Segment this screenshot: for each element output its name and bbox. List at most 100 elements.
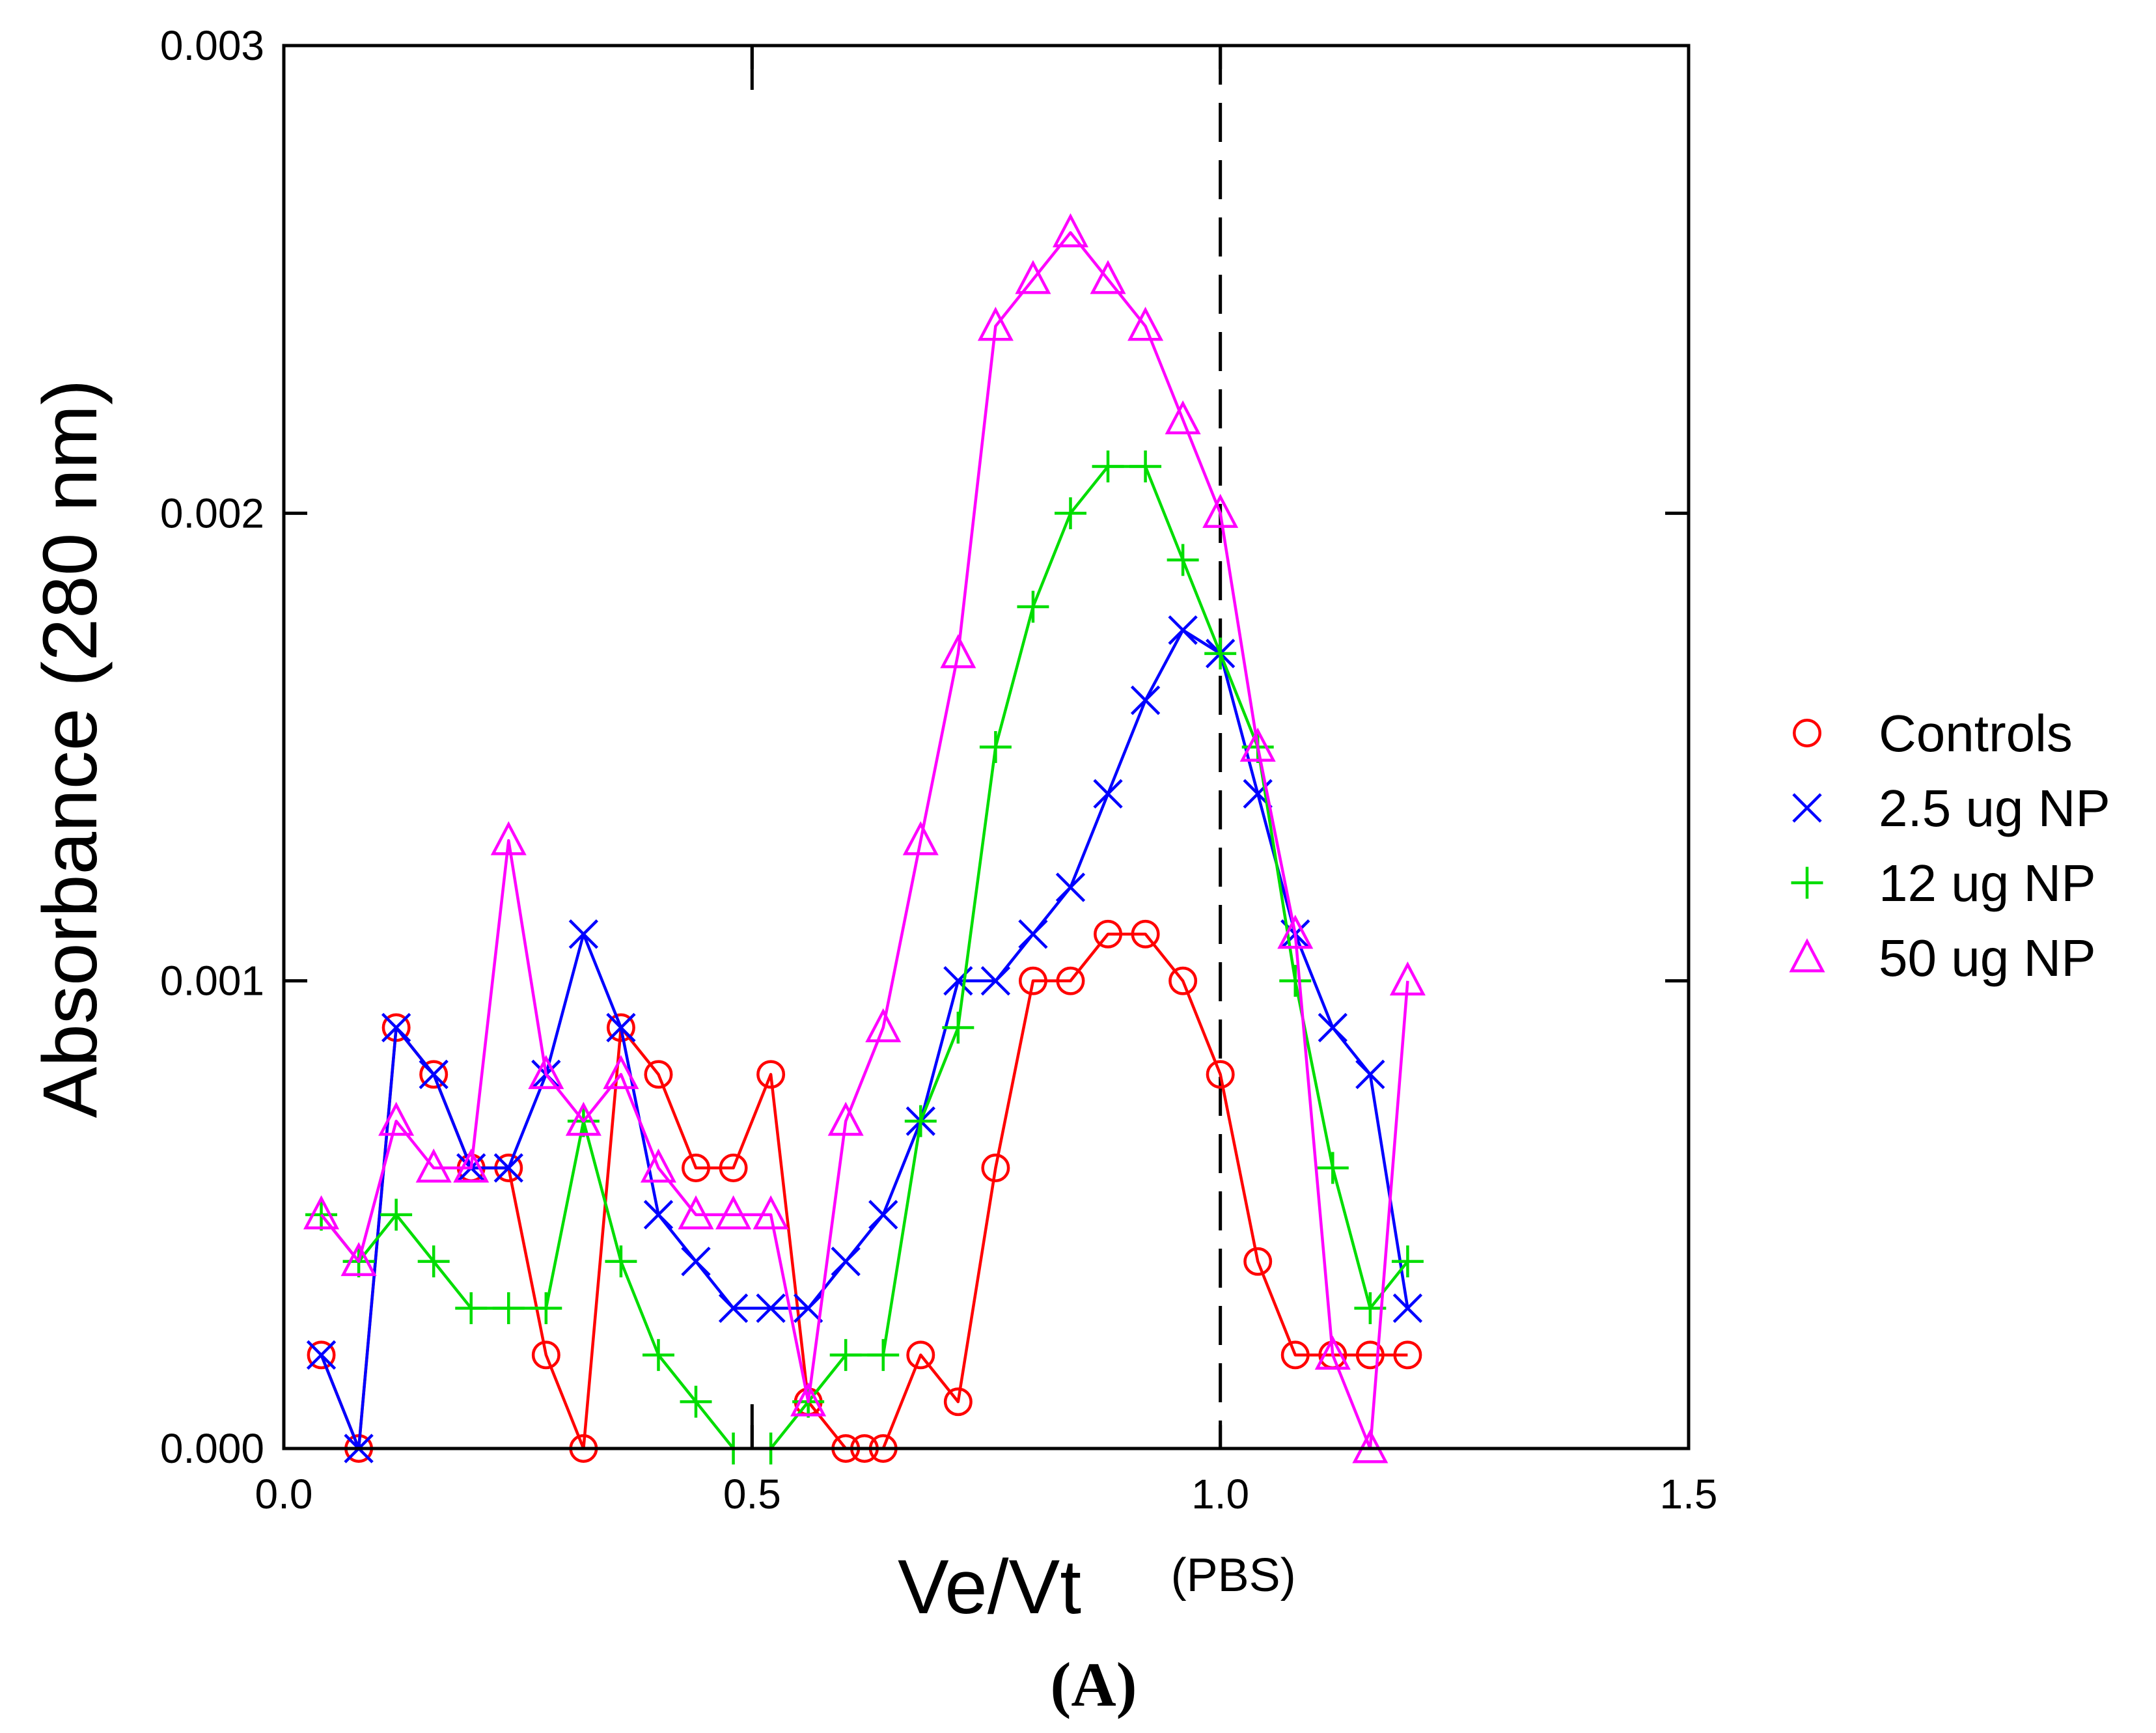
legend-marker	[1789, 938, 1825, 973]
data-point	[1092, 451, 1124, 482]
data-point	[415, 1148, 452, 1183]
data-point	[790, 1382, 827, 1417]
data-point	[381, 1012, 411, 1043]
data-point	[493, 1153, 523, 1183]
data-point	[1168, 615, 1198, 645]
data-point	[940, 634, 976, 669]
series-2-5-ug-np	[306, 615, 1423, 1463]
data-point	[1094, 919, 1122, 949]
data-point	[568, 919, 599, 949]
data-point	[307, 1340, 336, 1370]
data-point	[1316, 1152, 1349, 1184]
data-point	[719, 1154, 748, 1182]
data-point	[1055, 497, 1086, 529]
data-point	[1277, 915, 1314, 949]
data-point	[865, 1008, 902, 1042]
data-point	[417, 1245, 450, 1278]
data-point	[531, 1340, 560, 1370]
y-axis-title: Absorbance (280 nm)	[27, 380, 113, 1118]
plot-frame	[282, 44, 1691, 1450]
data-point	[1018, 919, 1048, 949]
data-point	[1130, 685, 1161, 715]
data-point	[1202, 493, 1239, 528]
series-line	[320, 932, 1408, 1450]
data-point	[831, 1246, 861, 1277]
x-tick-label: 0.5	[723, 1471, 781, 1518]
series-controls	[307, 919, 1422, 1463]
x-tick-label: 0.0	[255, 1471, 313, 1518]
data-point	[682, 1154, 710, 1182]
data-point	[1017, 590, 1049, 623]
data-point	[1055, 872, 1086, 902]
legend-label: Controls	[1879, 704, 2073, 762]
data-point	[340, 1241, 377, 1277]
data-point	[904, 1105, 937, 1137]
series-line	[320, 231, 1409, 1450]
data-point	[942, 1012, 974, 1044]
data-point	[1391, 1245, 1424, 1278]
data-point	[530, 1292, 562, 1324]
data-point	[1389, 961, 1426, 996]
data-point	[1243, 1247, 1273, 1276]
data-point	[490, 821, 527, 855]
x-tick-label: 1.0	[1191, 1471, 1249, 1518]
data-point	[1090, 260, 1126, 294]
data-point	[303, 1195, 340, 1230]
data-point	[715, 1195, 752, 1230]
data-point	[378, 1102, 415, 1136]
data-point	[419, 1059, 449, 1090]
data-point	[606, 1013, 635, 1042]
x-tick-label: 1.5	[1660, 1471, 1718, 1518]
data-point	[640, 1148, 676, 1183]
data-point	[528, 1055, 564, 1089]
data-point	[455, 1292, 488, 1324]
data-point	[718, 1293, 749, 1324]
data-point	[1165, 400, 1201, 435]
data-point	[1167, 544, 1199, 576]
data-point	[603, 1055, 639, 1089]
data-point	[943, 965, 973, 996]
legend-label: 50 ug NP	[1879, 929, 2096, 987]
data-point	[829, 1338, 862, 1371]
data-point	[827, 1102, 864, 1136]
data-point	[753, 1195, 789, 1230]
legend-marker	[1792, 793, 1822, 823]
y-tick-label: 0.002	[160, 490, 264, 536]
data-point	[1052, 213, 1089, 247]
data-point	[793, 1293, 823, 1324]
data-point	[756, 1293, 786, 1324]
data-point	[979, 731, 1012, 763]
legend: Controls 2.5 ug NP 12 ug NP 50 ug NP	[1789, 704, 2110, 987]
data-point	[1129, 451, 1162, 482]
data-point	[642, 1338, 674, 1371]
data-point	[453, 1148, 490, 1183]
legend-label: 2.5 ug NP	[1879, 779, 2110, 837]
data-point	[565, 1102, 601, 1136]
legend-marker	[1793, 719, 1821, 747]
data-point	[681, 1246, 711, 1277]
legend-marker	[1791, 866, 1823, 899]
x-axis-title: Ve/Vt	[898, 1544, 1081, 1630]
data-point	[977, 307, 1014, 341]
panel-label: (A)	[1050, 1650, 1137, 1719]
data-point	[606, 1012, 636, 1043]
data-point	[306, 1340, 337, 1370]
series-50-ug-np	[303, 213, 1426, 1463]
data-point	[1279, 965, 1312, 997]
y-tick-label: 0.000	[160, 1425, 264, 1472]
data-point	[756, 1060, 786, 1089]
data-point	[1318, 1012, 1348, 1043]
data-point	[605, 1245, 637, 1278]
pbs-annotation: (PBS)	[1171, 1549, 1296, 1601]
data-point	[1127, 307, 1164, 341]
data-point	[1355, 1340, 1385, 1370]
data-point	[492, 1292, 525, 1324]
data-point	[419, 1060, 449, 1089]
data-point	[1015, 260, 1051, 294]
data-point	[380, 1199, 413, 1231]
data-point	[1239, 727, 1276, 762]
data-point	[305, 1199, 338, 1231]
legend-label: 12 ug NP	[1879, 854, 2096, 912]
data-point	[980, 965, 1011, 996]
